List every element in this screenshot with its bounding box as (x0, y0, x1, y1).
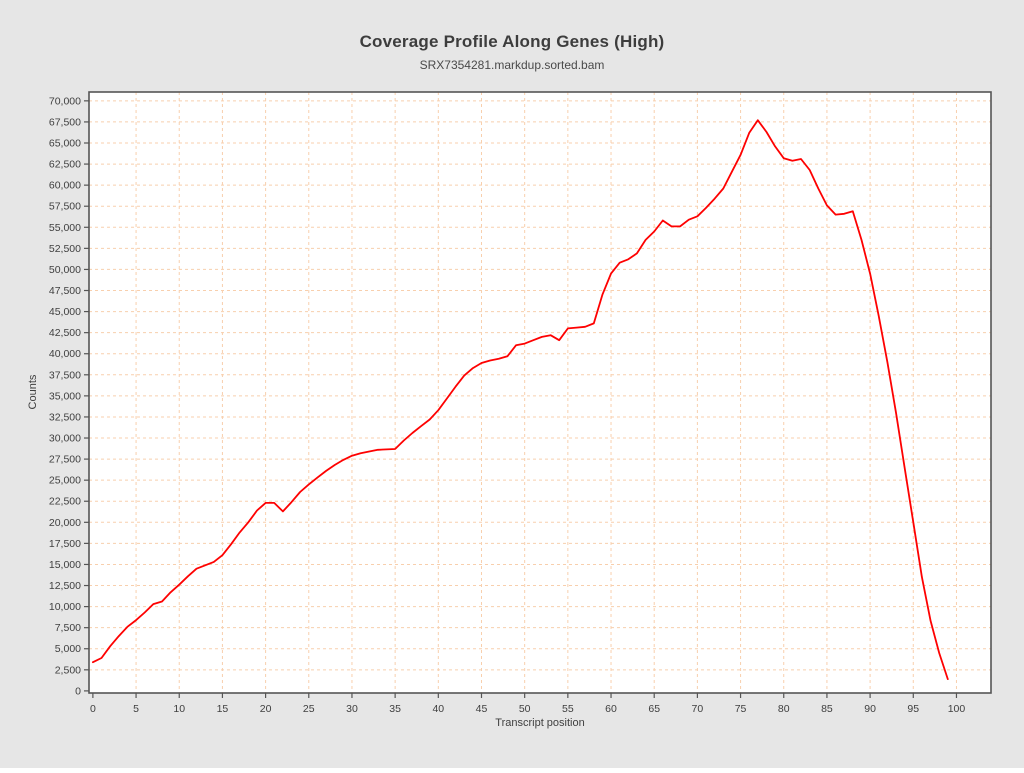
x-tick-label: 10 (173, 703, 185, 715)
y-tick-label: 57,500 (49, 201, 81, 213)
x-tick-label: 75 (735, 703, 747, 715)
y-tick-label: 47,500 (49, 285, 81, 297)
plot-border (88, 91, 992, 694)
y-tick-label: 7,500 (55, 622, 81, 634)
y-tick-label: 42,500 (49, 327, 81, 339)
plot-area (89, 92, 991, 693)
x-tick-label: 65 (648, 703, 660, 715)
x-tick-label: 0 (90, 703, 96, 715)
x-tick-label: 60 (605, 703, 617, 715)
x-tick-label: 40 (432, 703, 444, 715)
y-tick-label: 62,500 (49, 159, 81, 171)
y-axis-title: Counts (27, 374, 39, 409)
y-tick-label: 50,000 (49, 264, 81, 276)
y-tick-label: 32,500 (49, 411, 81, 423)
y-tick-label: 37,500 (49, 369, 81, 381)
x-tick-label: 30 (346, 703, 358, 715)
x-tick-label: 5 (133, 703, 139, 715)
y-tick-label: 70,000 (49, 95, 81, 107)
x-tick-label: 50 (519, 703, 531, 715)
x-tick-label: 90 (864, 703, 876, 715)
y-tick-label: 45,000 (49, 306, 81, 318)
y-tick-label: 10,000 (49, 601, 81, 613)
y-tick-label: 5,000 (55, 643, 81, 655)
chart-subtitle: SRX7354281.markdup.sorted.bam (419, 58, 605, 72)
x-tick-label: 55 (562, 703, 574, 715)
y-tick-label: 30,000 (49, 433, 81, 445)
y-tick-label: 27,500 (49, 454, 81, 466)
x-tick-label: 25 (303, 703, 315, 715)
y-tick-label: 35,000 (49, 390, 81, 402)
y-tick-label: 12,500 (49, 580, 81, 592)
x-tick-label: 100 (948, 703, 966, 715)
x-axis-title: Transcript position (495, 717, 584, 729)
y-tick-label: 0 (75, 685, 81, 697)
y-tick-label: 55,000 (49, 222, 81, 234)
x-tick-label: 45 (476, 703, 488, 715)
y-tick-label: 22,500 (49, 496, 81, 508)
x-tick-label: 20 (260, 703, 272, 715)
chart-title: Coverage Profile Along Genes (High) (359, 32, 665, 51)
x-tick-label: 85 (821, 703, 833, 715)
y-tick-label: 40,000 (49, 348, 81, 360)
y-tick-label: 20,000 (49, 517, 81, 529)
y-tick-label: 2,500 (55, 664, 81, 676)
y-tick-label: 15,000 (49, 559, 81, 571)
x-tick-label: 95 (907, 703, 919, 715)
y-tick-label: 65,000 (49, 137, 81, 149)
x-tick-label: 15 (217, 703, 229, 715)
y-tick-label: 60,000 (49, 180, 81, 192)
y-tick-label: 67,500 (49, 116, 81, 128)
series-line (92, 119, 949, 680)
x-tick-label: 35 (389, 703, 401, 715)
x-tick-label: 80 (778, 703, 790, 715)
y-tick-label: 17,500 (49, 538, 81, 550)
y-tick-label: 25,000 (49, 475, 81, 487)
y-tick-label: 52,500 (49, 243, 81, 255)
x-tick-label: 70 (692, 703, 704, 715)
